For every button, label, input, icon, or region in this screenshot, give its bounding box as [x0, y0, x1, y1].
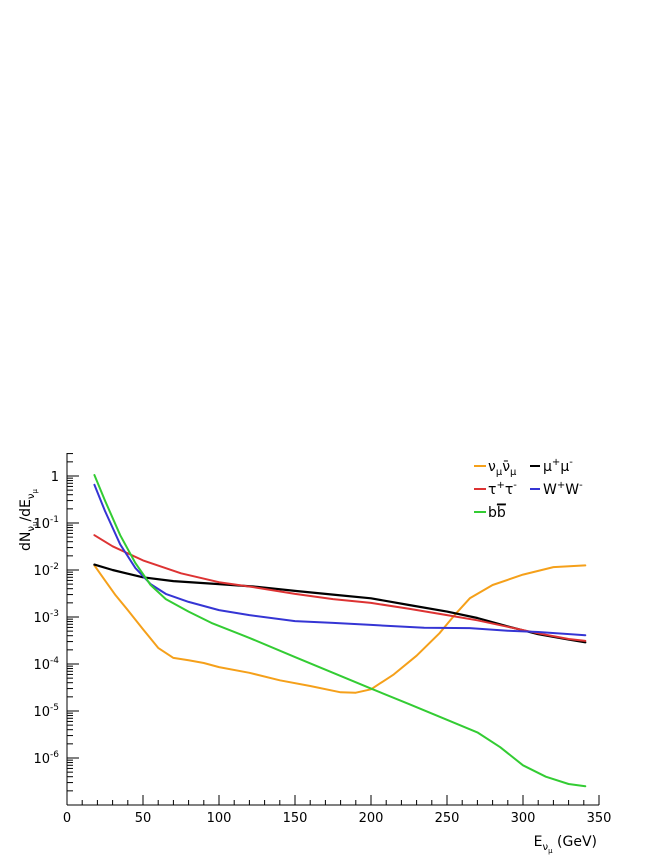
series-line-3: [93, 483, 587, 637]
series-line-0: [93, 564, 587, 694]
y-tick-label: 1: [51, 470, 59, 485]
y-axis-title-sub: ν: [26, 526, 37, 532]
y-axis-title-subsub: μ: [31, 521, 39, 526]
y-axis-title-sub2: ν: [26, 493, 37, 499]
x-axis-title-unit: (GeV): [553, 834, 597, 850]
legend-label-tautau: τ+τ-: [488, 480, 517, 498]
x-tick-label: 350: [587, 811, 612, 826]
y-tick-label: 10-4: [33, 656, 59, 673]
legend-label-mumu: μ+μ-: [543, 457, 573, 475]
axes-frame: [66, 453, 599, 806]
x-tick-label: 300: [511, 811, 536, 826]
x-axis-title: Eνμ (GeV): [534, 834, 597, 855]
legend-label-bb: bb: [488, 505, 506, 521]
series-layer: [93, 474, 587, 788]
x-axis-title-main: E: [534, 834, 543, 850]
x-tick-label: 150: [283, 811, 308, 826]
y-axis-title-subsub2: μ: [31, 489, 39, 494]
y-axis-title: dNνμ/dEνμ: [18, 489, 39, 551]
y-tick-label: 10-6: [33, 750, 59, 767]
y-axis-title-mid: /dE: [18, 499, 34, 521]
y-tick-label: 10-3: [33, 609, 59, 626]
legend: νμν̄μ μ+μ- τ+τ- W+W- bb: [474, 457, 583, 521]
legend-label-ww: W+W-: [543, 480, 583, 498]
x-tick-label: 250: [435, 811, 460, 826]
x-tick-label: 50: [135, 811, 152, 826]
x-axis-title-sub: ν: [543, 842, 549, 853]
y-tick-label: 10-1: [33, 515, 59, 532]
y-tick-label: 10-5: [33, 703, 59, 720]
x-axis-title-subsub: μ: [548, 847, 553, 855]
x-tick-label: 100: [207, 811, 232, 826]
legend-label-numu: νμν̄μ: [488, 459, 517, 478]
y-axis-title-main: dN: [18, 532, 34, 551]
series-line-4: [93, 474, 587, 788]
x-axis: 0 50 100 150 200 250 300 350: [63, 795, 612, 826]
x-tick-label: 0: [63, 811, 71, 826]
y-tick-label: 10-2: [33, 562, 59, 579]
x-tick-label: 200: [359, 811, 384, 826]
series-line-2: [93, 534, 587, 642]
y-axis: 1 10-1 10-2 10-3 10-4 10-5 10-6: [33, 453, 79, 806]
